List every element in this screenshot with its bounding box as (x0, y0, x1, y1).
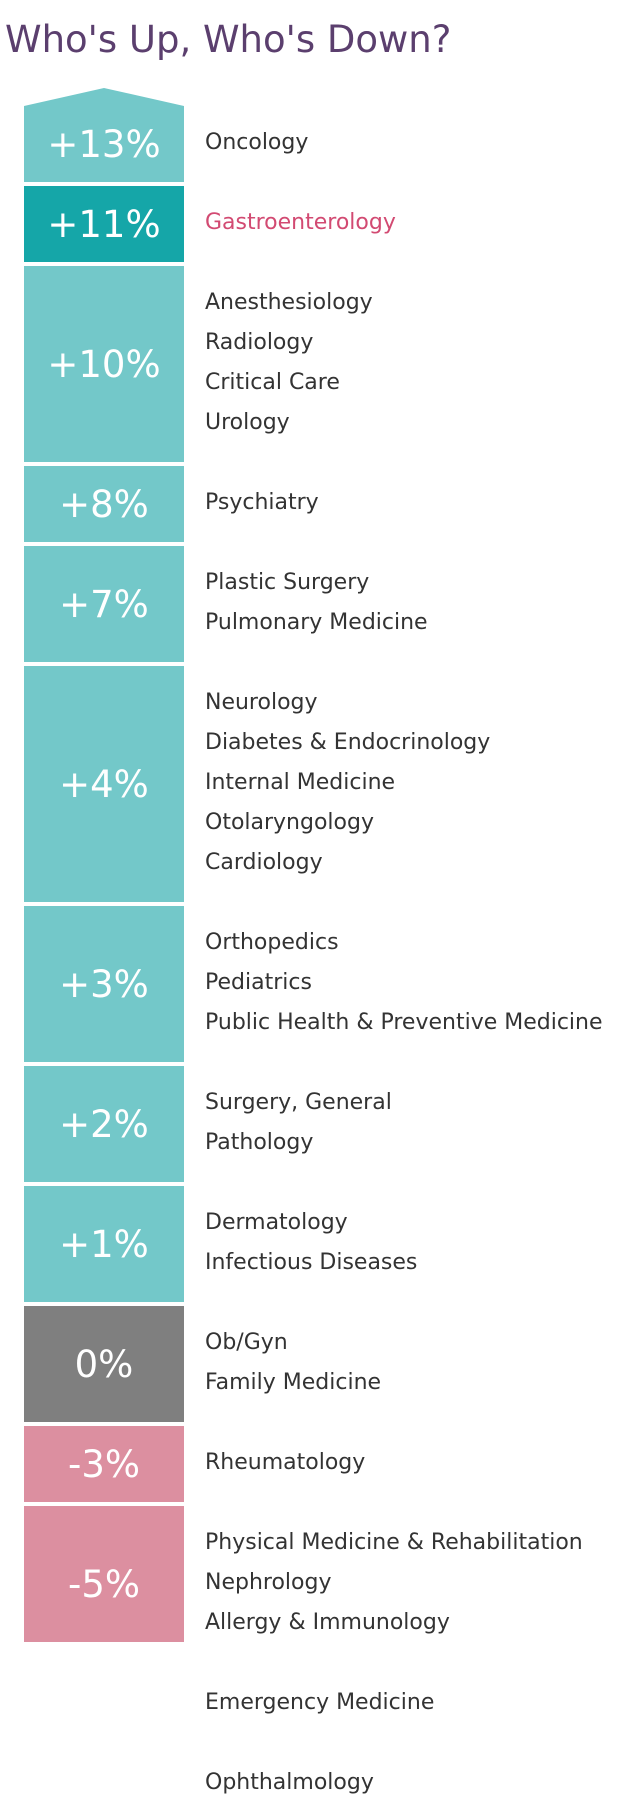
specialty-label: Ophthalmology (205, 1770, 374, 1795)
specialty-label: Pulmonary Medicine (205, 610, 428, 635)
chart-svg: +13%+11%+10%+8%+7%+4%+3%+2%+1%0%-3%-5%-6… (24, 88, 184, 1642)
change-block (24, 186, 184, 262)
specialty-label: Ob/Gyn (205, 1330, 288, 1355)
change-block (24, 88, 184, 182)
change-label: +8% (59, 483, 149, 526)
specialty-label: Diabetes & Endocrinology (205, 730, 491, 755)
change-label: +2% (59, 1103, 149, 1146)
specialty-label: Psychiatry (205, 490, 319, 515)
specialty-label: Gastroenterology (205, 210, 396, 235)
specialty-label: Internal Medicine (205, 770, 396, 795)
specialty-label: Infectious Diseases (205, 1250, 418, 1275)
change-block (24, 266, 184, 462)
change-label: -3% (68, 1443, 140, 1486)
specialty-label: Anesthesiology (205, 290, 373, 315)
specialty-label: Plastic Surgery (205, 570, 370, 595)
specialty-label: Otolaryngology (205, 810, 374, 835)
change-label: +1% (59, 1223, 149, 1266)
specialty-label: Physical Medicine & Rehabilitation (205, 1530, 583, 1555)
specialty-label: Pathology (205, 1130, 314, 1155)
specialty-label: Radiology (205, 330, 314, 355)
specialty-label: Neurology (205, 690, 318, 715)
change-block (24, 1426, 184, 1502)
specialty-label: Public Health & Preventive Medicine (205, 1010, 603, 1035)
specialty-label: Cardiology (205, 850, 323, 875)
change-label: +11% (47, 203, 160, 246)
change-label: 0% (75, 1343, 134, 1386)
change-label: -5% (68, 1563, 140, 1606)
specialty-label: Dermatology (205, 1210, 348, 1235)
specialty-label: Orthopedics (205, 930, 339, 955)
change-block (24, 1506, 184, 1642)
specialty-label: Surgery, General (205, 1090, 392, 1115)
specialty-label: Urology (205, 410, 290, 435)
change-block (24, 466, 184, 542)
change-block (24, 1066, 184, 1182)
specialty-label: Allergy & Immunology (205, 1610, 450, 1635)
change-block (24, 1306, 184, 1422)
specialty-label: Rheumatology (205, 1450, 366, 1475)
chart-title: Who's Up, Who's Down? (5, 18, 452, 61)
change-label: +4% (59, 763, 149, 806)
change-block (24, 1186, 184, 1302)
change-label: +13% (47, 123, 160, 166)
change-block (24, 906, 184, 1062)
specialty-label: Nephrology (205, 1570, 332, 1595)
specialty-label: Oncology (205, 130, 309, 155)
change-label: +7% (59, 583, 149, 626)
specialty-label: Family Medicine (205, 1370, 382, 1395)
change-label: +10% (47, 343, 160, 386)
specialty-label: Critical Care (205, 370, 340, 395)
change-label: +3% (59, 963, 149, 1006)
specialty-label: Emergency Medicine (205, 1690, 435, 1715)
specialty-label: Pediatrics (205, 970, 312, 995)
change-block (24, 546, 184, 662)
change-block (24, 666, 184, 902)
